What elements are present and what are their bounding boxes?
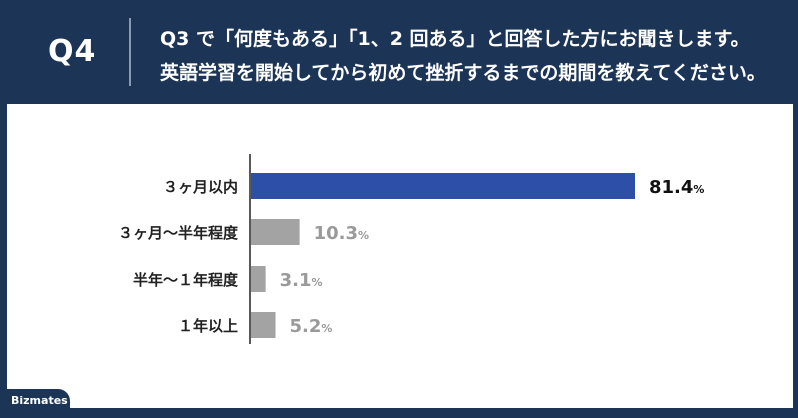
category-label: 半年～１年程度 <box>133 271 239 289</box>
value-label: 10.3% <box>314 223 369 244</box>
logo-text: Bizmates <box>11 394 68 407</box>
bizmates-logo: Bizmates <box>4 389 70 411</box>
bar <box>251 173 635 199</box>
bar-chart: ３ヶ月以内 81.4% ３ヶ月～半年程度 10.3% 半年～１年程度 3.1% １年以上 5.… <box>118 154 704 344</box>
header-divider <box>129 18 131 86</box>
question-header: Q4 Q3 で「何度もある」「1、2 回ある」と回答した方にお聞きします。 英語… <box>0 0 798 104</box>
value-label: 3.1% <box>280 270 323 291</box>
category-label: ３ヶ月～半年程度 <box>118 224 239 242</box>
bar <box>251 266 266 292</box>
value-label: 5.2% <box>290 316 333 337</box>
question-text-line-1: Q3 で「何度もある」「1、2 回ある」と回答した方にお聞きします。 <box>160 28 750 50</box>
category-label: １年以上 <box>178 317 238 335</box>
question-text-line-2: 英語学習を開始してから初めて挫折するまでの期間を教えてください。 <box>160 62 766 84</box>
bar <box>251 312 276 338</box>
category-label: ３ヶ月以内 <box>163 178 238 196</box>
value-label: 81.4% <box>649 177 704 198</box>
chart-panel: ３ヶ月以内 81.4% ３ヶ月～半年程度 10.3% 半年～１年程度 3.1% １年以上 5.… <box>7 104 793 408</box>
question-number: Q4 <box>48 34 97 69</box>
bar <box>251 219 300 245</box>
